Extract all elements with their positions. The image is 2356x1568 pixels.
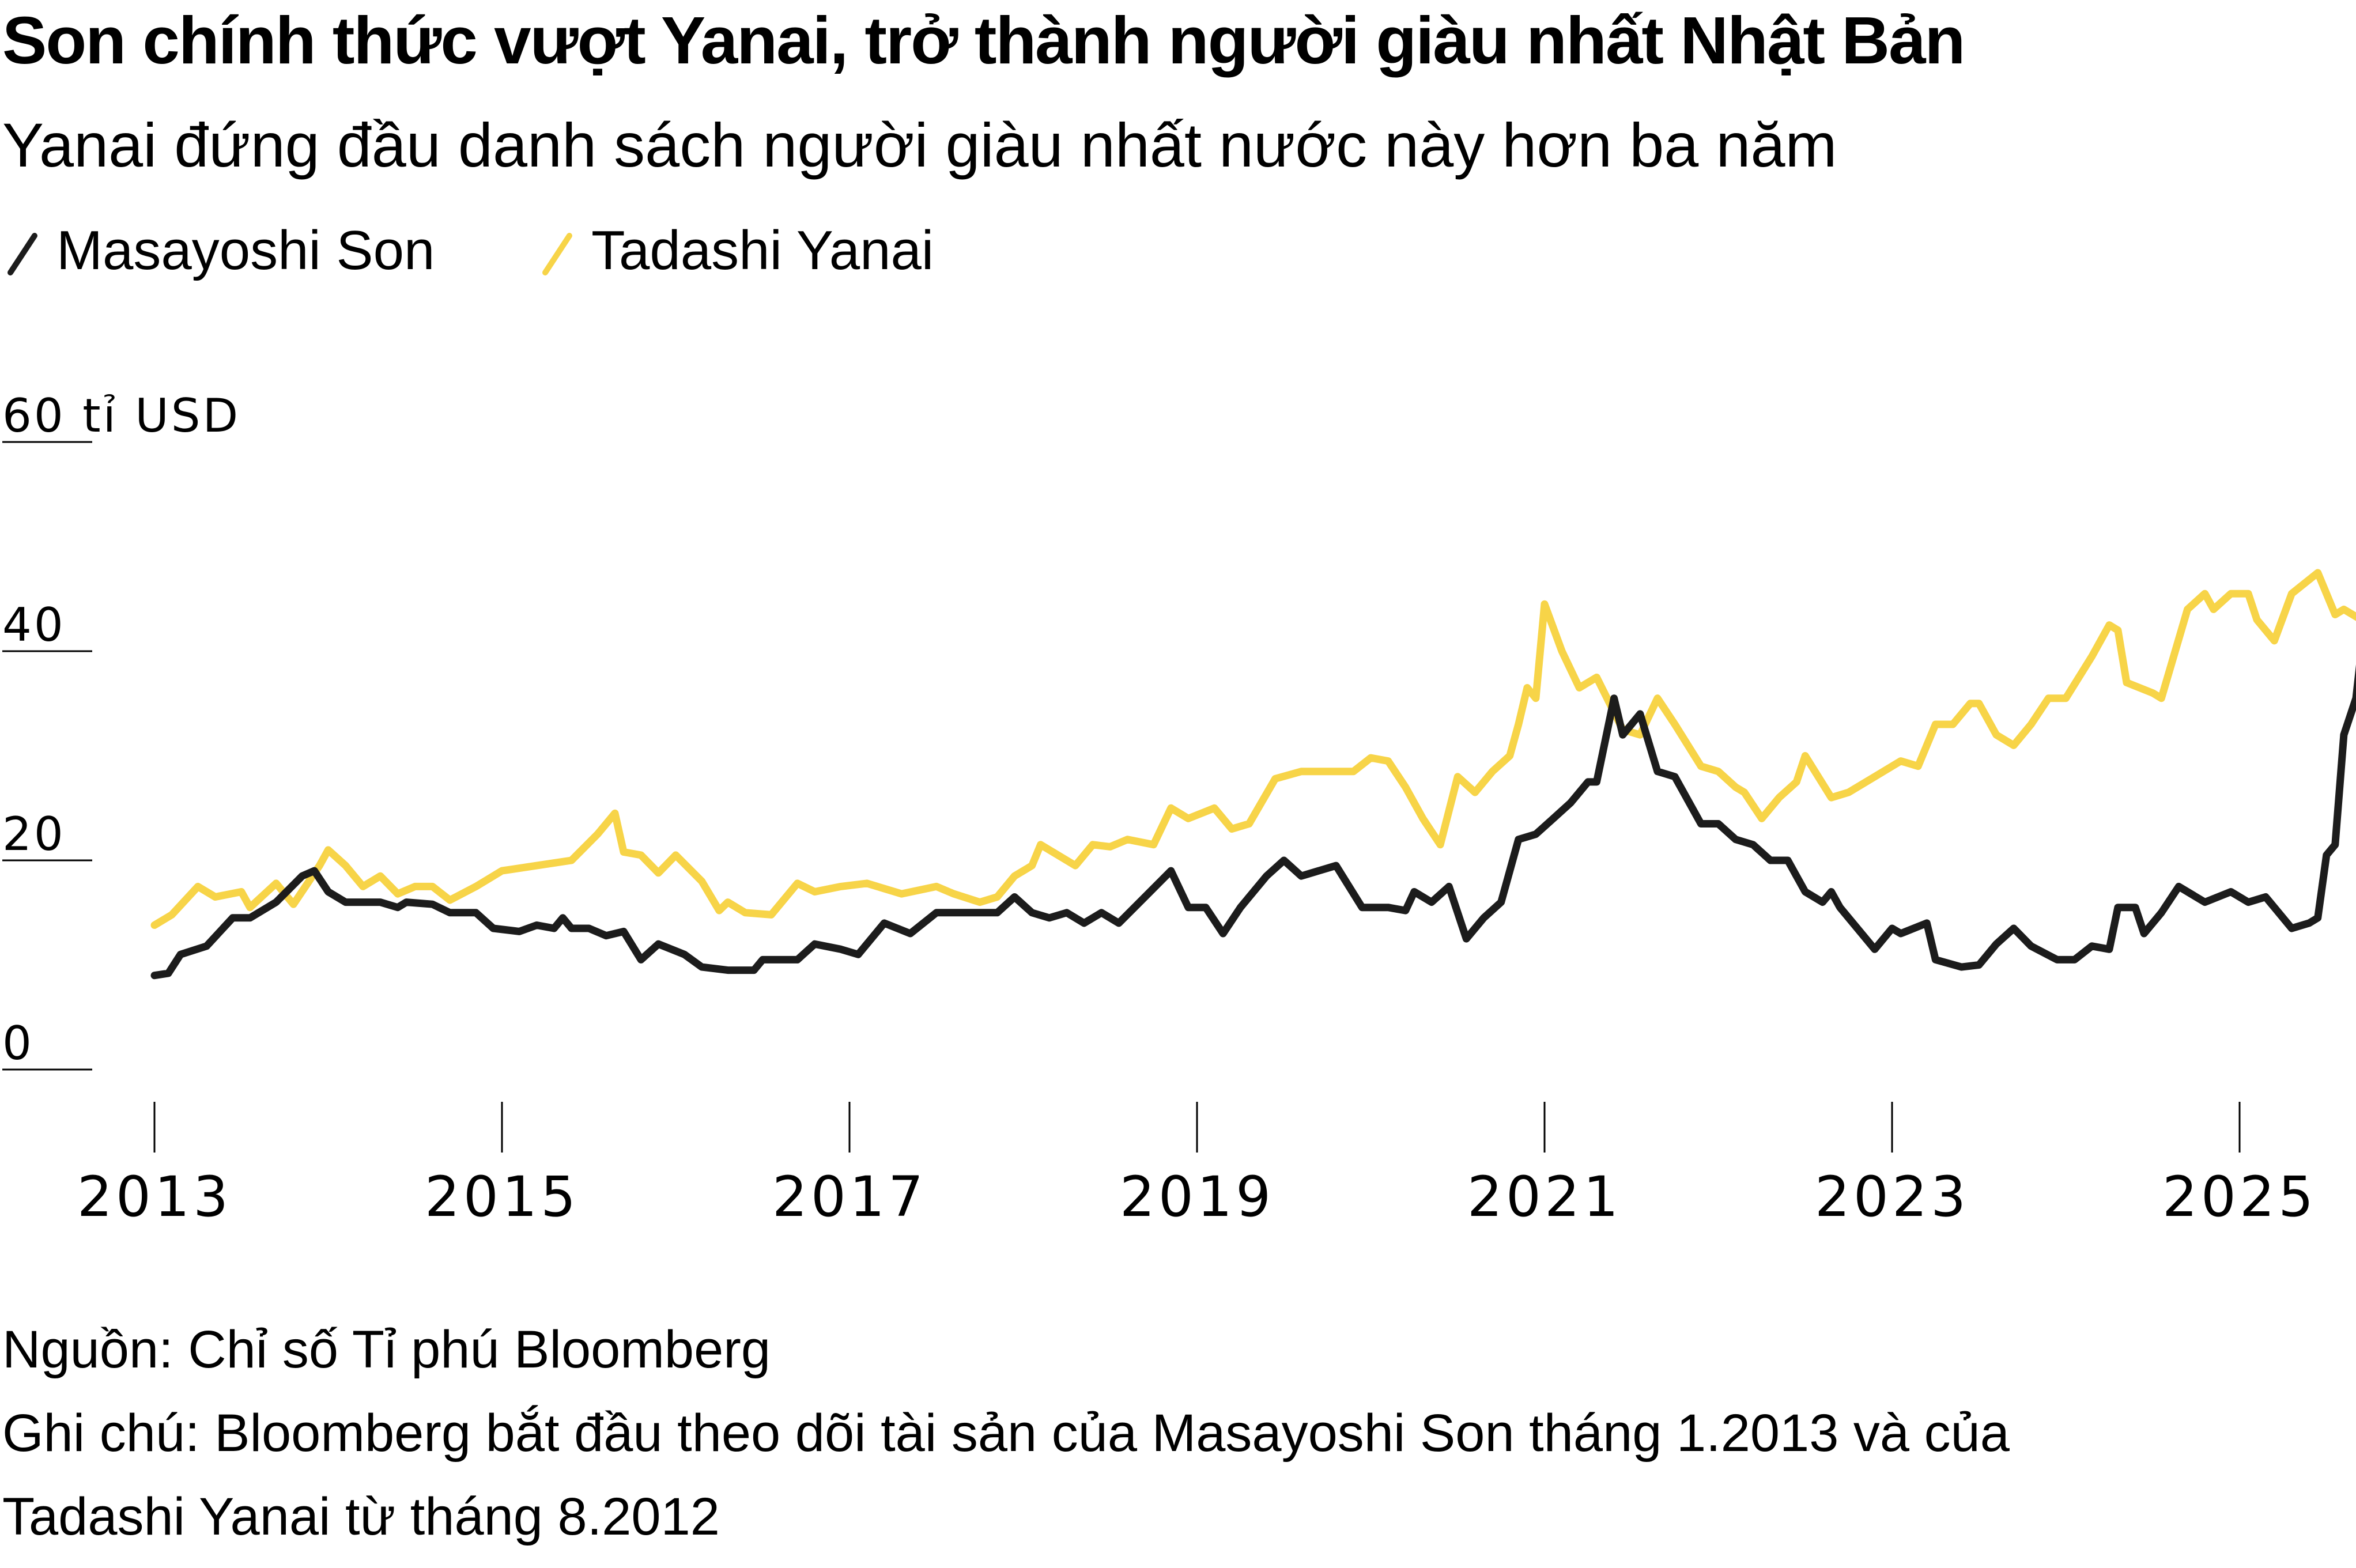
x-tick-label: 2021 [1467, 1165, 1622, 1229]
legend-item-son: Masayoshi Son [2, 219, 435, 282]
legend-swatch-yanai [542, 233, 572, 275]
y-tick-label: 20 [2, 807, 66, 861]
series-line-masayoshi-son [150, 664, 2356, 980]
legend-item-yanai: Tadashi Yanai [537, 219, 934, 282]
legend-label-son: Masayoshi Son [56, 220, 435, 281]
series-line-tadashi-yanai [150, 569, 2356, 929]
y-tick-label: 0 [2, 1017, 34, 1070]
footnote-line-1: Ghi chú: Bloomberg bắt đầu theo dõi tài … [2, 1404, 2010, 1463]
x-tick-label: 2025 [2162, 1165, 2317, 1229]
x-tick-label: 2015 [425, 1165, 579, 1229]
chart-subtitle: Yanai đứng đầu danh sách người giàu nhất… [2, 110, 1837, 180]
chart-title: Son chính thức vượt Yanai, trở thành ngư… [2, 3, 1965, 78]
y-axis: 0 20 40 60 tỉ USD [2, 389, 240, 1071]
y-tick-label: 40 [2, 598, 66, 652]
legend-label-yanai: Tadashi Yanai [591, 220, 934, 281]
x-axis: 2013 2015 2017 2019 2021 2023 2025 [77, 1102, 2317, 1229]
x-tick-label: 2013 [77, 1165, 232, 1229]
legend-swatch-son [7, 233, 37, 275]
x-tick-label: 2023 [1815, 1165, 1969, 1229]
y-tick-label: 60 tỉ USD [2, 389, 240, 443]
x-tick-label: 2017 [772, 1165, 927, 1229]
x-tick-label: 2019 [1120, 1165, 1274, 1229]
source-note: Nguồn: Chỉ số Tỉ phú Bloomberg [2, 1320, 771, 1379]
footnote-line-2: Tadashi Yanai từ tháng 8.2012 [2, 1487, 720, 1546]
series-layer [150, 569, 2356, 980]
